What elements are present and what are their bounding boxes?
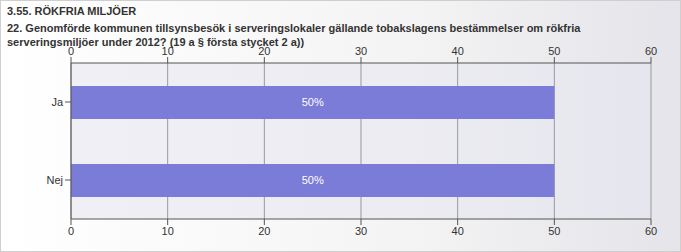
svg-text:10: 10 [162, 225, 174, 237]
svg-text:0: 0 [68, 225, 74, 237]
svg-text:60: 60 [645, 225, 657, 237]
svg-text:Nej: Nej [46, 174, 63, 186]
svg-text:30: 30 [355, 225, 367, 237]
svg-text:60: 60 [645, 45, 657, 57]
html-text:22. Genomförde kommunen tillsy: 22. Genomförde kommunen tillsynsbesök i … [7, 22, 581, 48]
svg-text:10: 10 [162, 45, 174, 57]
svg-text:20: 20 [258, 225, 270, 237]
svg-text:20: 20 [258, 45, 270, 57]
svg-text:0: 0 [68, 45, 74, 57]
svg-text:50%: 50% [302, 174, 324, 186]
svg-text:40: 40 [452, 45, 464, 57]
svg-text:50: 50 [548, 225, 560, 237]
svg-text:Ja: Ja [51, 96, 64, 108]
svg-text:30: 30 [355, 45, 367, 57]
svg-text:40: 40 [452, 225, 464, 237]
svg-text:50: 50 [548, 45, 560, 57]
html-text:3.55. RÖKFRIA MILJÖER: 3.55. RÖKFRIA MILJÖER [7, 5, 137, 17]
svg-text:50%: 50% [302, 96, 324, 108]
